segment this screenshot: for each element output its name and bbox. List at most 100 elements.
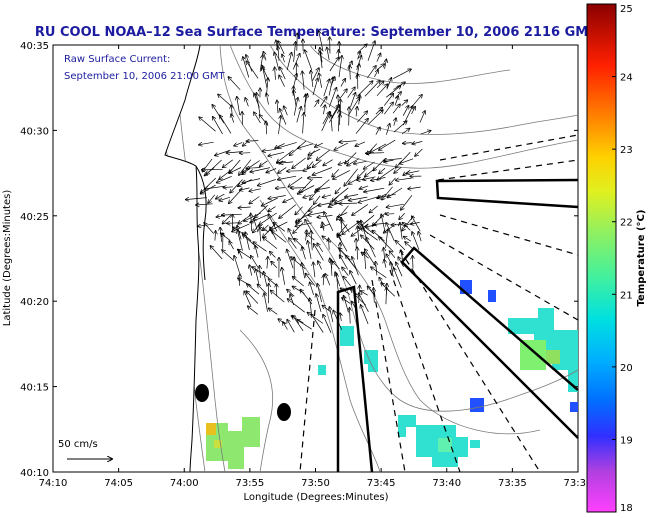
current-vector: [415, 148, 423, 156]
current-vector: [361, 228, 378, 241]
colorbar-tick-label: 18: [620, 503, 633, 514]
current-vector: [229, 167, 242, 174]
current-vector: [282, 54, 285, 63]
radar-sector-lines: [299, 134, 579, 473]
current-vector: [302, 71, 304, 90]
current-vector: [332, 261, 340, 270]
current-vector: [293, 98, 298, 116]
current-vector: [357, 81, 373, 97]
marker-north: [195, 384, 209, 402]
current-vector: [320, 51, 323, 69]
current-vector: [263, 224, 269, 231]
y-tick-label: 40:15: [20, 383, 49, 394]
x-axis-ticks: 74:10 74:05 74:00 73:55 73:50 73:45 73:40 73:35…: [39, 45, 586, 489]
current-vector: [384, 260, 386, 268]
current-vector: [412, 232, 420, 250]
current-vector: [358, 196, 378, 203]
current-vector: [341, 220, 350, 233]
current-vector: [379, 237, 394, 253]
current-vector: [371, 177, 386, 180]
current-vector: [381, 214, 386, 233]
current-vector: [317, 215, 333, 217]
current-vector: [329, 307, 334, 323]
dash-6: [439, 214, 579, 256]
current-vector: [367, 286, 375, 295]
current-vector: [345, 152, 357, 164]
current-vector: [357, 169, 366, 178]
y-tick-label: 40:25: [20, 212, 49, 223]
current-vector: [251, 256, 259, 268]
current-vector: [222, 214, 232, 224]
current-vector: [231, 114, 235, 123]
current-vector: [364, 161, 375, 169]
current-vector: [222, 250, 235, 261]
current-vector: [248, 306, 259, 315]
current-vector: [234, 142, 243, 145]
current-vector: [401, 128, 410, 135]
current-vector: [314, 195, 321, 204]
current-vector: [259, 212, 277, 225]
current-vector: [361, 305, 369, 325]
current-vector: [338, 110, 339, 132]
current-vector: [305, 94, 306, 114]
current-vector: [402, 106, 408, 116]
current-vector: [308, 148, 321, 155]
sst-patch-southwest: [206, 417, 260, 469]
current-vector: [405, 242, 413, 249]
current-vector: [249, 188, 261, 192]
current-vector: [246, 61, 259, 79]
current-vector: [343, 276, 351, 287]
current-vector: [303, 167, 312, 171]
current-vector: [246, 291, 259, 304]
current-vector: [287, 171, 303, 172]
current-vector: [394, 268, 402, 288]
current-vector: [338, 212, 348, 218]
current-vector: [323, 105, 325, 115]
current-vector: [237, 97, 241, 116]
current-vector: [264, 293, 268, 312]
current-vector: [376, 262, 377, 276]
colorbar-tick-label: 24: [620, 73, 633, 84]
colorbar-tick-label: 19: [620, 435, 633, 446]
current-vector: [223, 187, 233, 188]
current-vector: [245, 98, 249, 107]
contour-6: [174, 44, 226, 473]
current-vector: [307, 313, 324, 324]
current-vector: [271, 231, 287, 243]
sst-patch-cold-4: [570, 402, 578, 412]
current-vector: [369, 205, 378, 213]
current-vector: [386, 86, 400, 98]
current-vector: [266, 93, 268, 105]
current-vector: [371, 267, 387, 278]
dash-8: [437, 159, 579, 181]
current-vector: [387, 187, 403, 198]
current-vector: [287, 320, 295, 333]
coastline: [52, 44, 207, 473]
current-vector: [400, 223, 403, 240]
current-vector: [404, 237, 412, 242]
current-vector: [260, 228, 261, 242]
scale-label: 50 cm/s: [58, 439, 98, 450]
current-vector: [205, 185, 225, 189]
current-vector: [255, 246, 259, 258]
current-vector: [324, 212, 334, 232]
current-vector: [396, 262, 403, 277]
current-vector: [314, 100, 319, 108]
current-vector: [394, 118, 396, 126]
current-vector: [364, 81, 380, 97]
current-vector: [328, 88, 336, 108]
current-vector: [396, 241, 406, 251]
current-vector: [306, 233, 315, 241]
current-vector: [275, 67, 276, 80]
current-vector: [298, 143, 313, 149]
current-vector: [335, 187, 341, 194]
current-vector: [310, 282, 314, 296]
current-vector: [332, 169, 339, 176]
current-vector: [310, 298, 312, 314]
current-vector: [249, 196, 260, 204]
current-vector: [317, 284, 322, 303]
x-tick-label: 74:10: [39, 478, 68, 489]
current-vector: [266, 168, 277, 173]
current-vector: [340, 288, 350, 295]
current-vector: [218, 94, 232, 107]
